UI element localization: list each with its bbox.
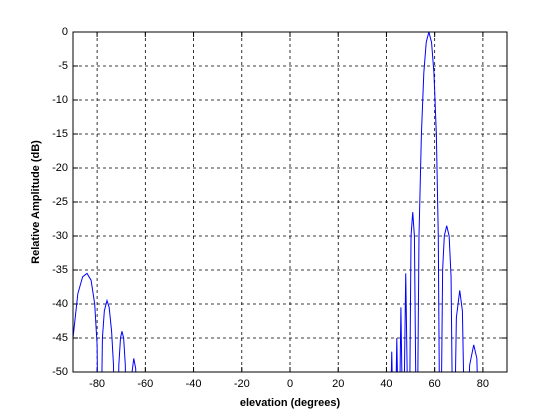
- x-tick-label: -60: [137, 378, 153, 390]
- x-tick-label: -40: [186, 378, 202, 390]
- x-tick-label: 20: [332, 378, 344, 390]
- x-axis-label: elevation (degrees): [240, 397, 341, 409]
- x-tick-label: -20: [234, 378, 250, 390]
- x-tick-label: 40: [380, 378, 392, 390]
- data-line: [73, 32, 478, 372]
- y-tick-label: -45: [52, 332, 68, 344]
- y-tick-label: -40: [52, 298, 68, 310]
- y-axis-label: Relative Amplitude (dB): [30, 140, 42, 264]
- y-tick-label: -20: [52, 162, 68, 174]
- y-tick-label: -25: [52, 196, 68, 208]
- x-tick-label: 0: [287, 378, 293, 390]
- y-tick-label: -35: [52, 264, 68, 276]
- x-tick-label: 80: [477, 378, 489, 390]
- x-tick-label: -80: [89, 378, 105, 390]
- x-tick-label: 60: [429, 378, 441, 390]
- y-tick-label: -10: [52, 94, 68, 106]
- axes-box: [72, 31, 508, 373]
- y-tick-label: -30: [52, 230, 68, 242]
- y-tick-label: -5: [58, 60, 68, 72]
- y-tick-label: 0: [62, 26, 68, 38]
- y-tick-label: -50: [52, 366, 68, 378]
- y-tick-label: -15: [52, 128, 68, 140]
